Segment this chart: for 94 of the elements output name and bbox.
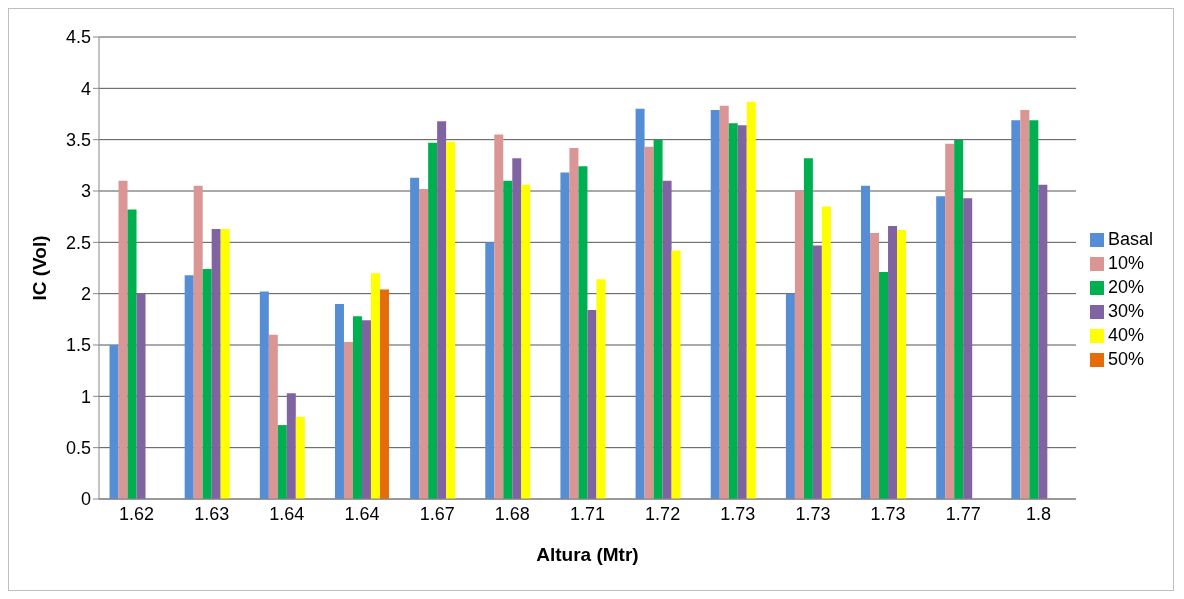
x-tick-label: 1.77 [945,503,981,524]
bar [596,279,606,499]
legend-label: 30% [1107,301,1144,321]
y-tick-label: 1.5 [65,335,91,356]
x-tick-label: 1.73 [870,503,906,524]
bar [136,293,146,499]
y-tick-label: 4 [80,78,91,99]
legend-label: 40% [1107,325,1144,345]
bar [268,334,278,499]
y-tick-label: 2 [80,284,91,305]
bar [560,172,570,499]
bar [1029,120,1039,499]
bar [220,228,230,499]
bar [936,196,946,499]
bar [446,141,456,499]
bar [578,166,588,499]
x-tick-label: 1.62 [119,503,155,524]
bar [512,158,522,499]
bar [569,147,579,499]
bar [286,393,296,499]
y-tick-label: 0 [80,489,91,510]
bar [1011,120,1021,499]
bar [746,101,756,499]
y-axis-title: IC (Vol) [28,235,50,301]
bar [662,180,672,499]
bar [379,289,389,499]
bar [370,273,380,499]
x-tick-label: 1.64 [344,503,380,524]
bar [710,109,720,499]
x-tick-label: 1.73 [720,503,756,524]
bar [635,108,645,499]
bar [211,228,221,499]
legend-label: 20% [1107,277,1144,297]
y-tick-label: 2.5 [65,232,91,253]
bar [812,245,822,499]
bar [644,146,654,499]
x-tick-label: 1.63 [194,503,230,524]
x-tick-label: 1.71 [569,503,606,524]
bar [861,185,871,499]
bar [719,105,729,499]
bar [277,425,287,499]
bar [803,158,813,499]
bar [963,198,973,499]
y-tick-label: 3 [80,181,91,202]
x-axis-title: Altura (Mtr) [536,544,639,565]
bar [785,293,795,499]
bar [295,416,305,499]
bar [184,275,194,499]
bar [361,320,371,499]
bar [202,269,212,499]
legend-label: 50% [1107,349,1144,369]
y-tick-label: 1 [80,386,91,407]
bar [728,123,738,499]
bar [879,272,889,499]
y-tick-label: 4.5 [65,27,91,48]
bar [870,233,880,499]
bar [503,180,513,499]
bar [794,191,804,499]
y-tick-label: 0.5 [65,438,91,459]
bar [118,180,128,499]
bar [954,139,964,499]
bar [343,341,353,499]
x-tick-label: 1.68 [494,503,530,524]
x-tick-label: 1.8 [1025,503,1051,524]
bar [352,316,362,499]
bar [521,184,531,499]
bar [259,291,269,499]
legend-label: 10% [1107,253,1144,273]
x-tick-label: 1.67 [419,503,455,524]
x-tick-label: 1.72 [645,503,681,524]
y-tick-label: 3.5 [65,130,91,151]
bar [127,209,137,499]
x-tick-label: 1.64 [269,503,305,524]
bar [109,345,119,499]
bar [494,134,504,499]
bar [419,188,429,499]
bar [821,206,831,499]
bar [897,230,907,499]
bar [945,143,955,499]
bar [587,310,597,499]
bar [1020,109,1030,499]
bar [437,121,447,499]
bar [1038,184,1048,499]
legend-label: Basal [1107,229,1153,249]
bar [888,225,898,499]
bar [671,250,681,499]
bar [485,242,495,499]
bar [737,125,747,499]
bar [410,177,420,499]
bar [193,185,203,499]
bar [653,139,663,499]
bar [428,142,438,499]
x-tick-label: 1.73 [795,503,831,524]
bar [334,303,344,499]
